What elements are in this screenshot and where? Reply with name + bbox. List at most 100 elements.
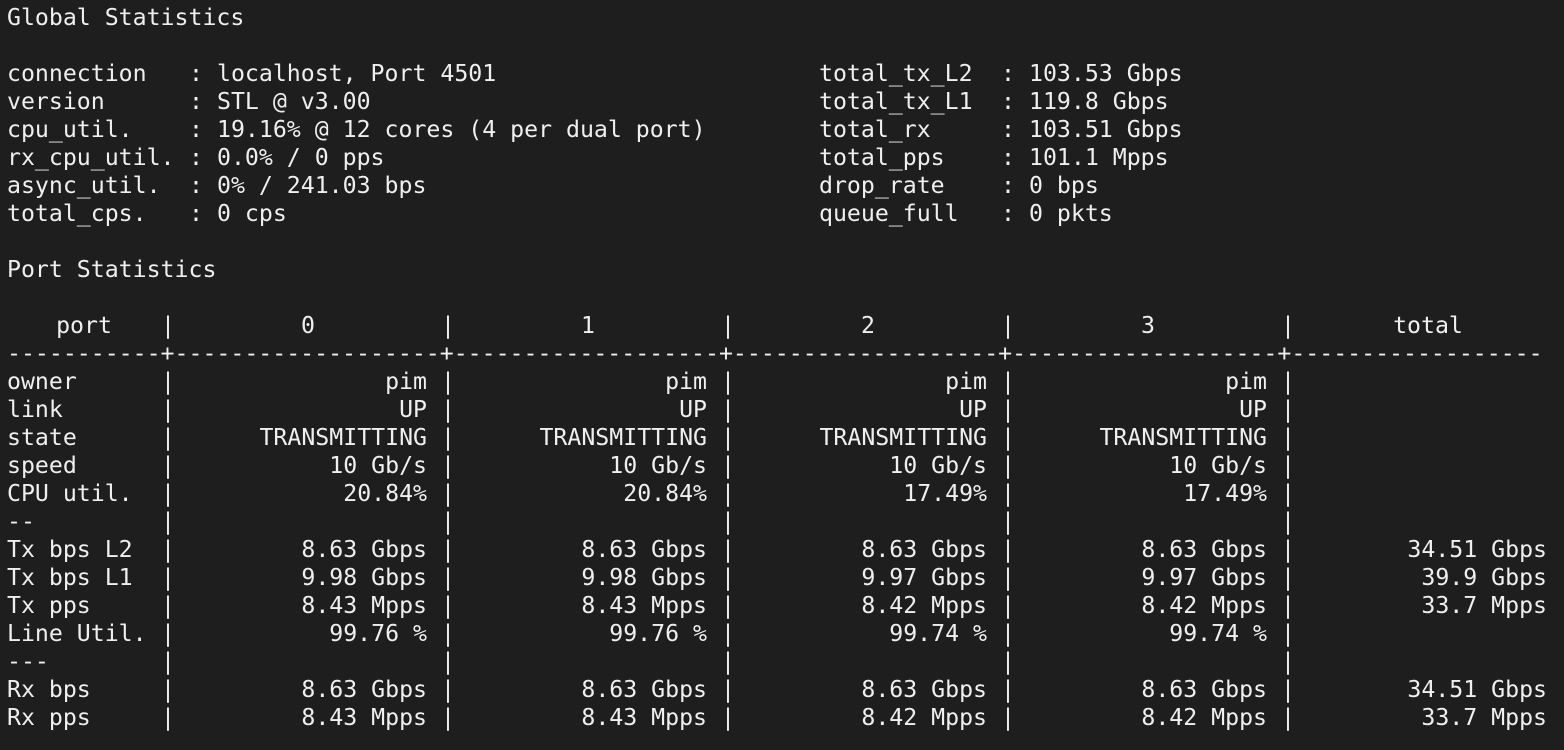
column-separator: | [721,396,735,423]
port-value: 9.97 Gbps [861,564,987,591]
port-value: 9.98 Gbps [581,564,707,591]
stat-key: drop_rate [819,172,945,199]
column-separator: | [441,536,455,563]
column-separator: | [441,676,455,703]
port-value: 8.63 Gbps [581,676,707,703]
column-separator: | [1281,704,1295,731]
total-value [1295,620,1547,648]
port-value: pim [385,368,427,395]
row-label: speed [7,452,77,479]
column-separator: | [441,424,455,451]
total-value: 34.51 Gbps [1407,676,1547,703]
port-value [175,508,427,536]
column-separator: | [1281,424,1295,451]
stat-colon: : [189,88,203,115]
row-label: CPU util. [7,480,133,507]
column-separator: | [1281,620,1295,647]
column-separator: | [1001,620,1015,647]
column-header: 2 [861,312,875,339]
column-header: port [56,312,112,339]
port-value: 8.42 Mpps [1141,704,1267,731]
stat-colon: : [1001,88,1015,115]
total-value: 34.51 Gbps [1407,536,1547,563]
total-value [1295,368,1547,396]
port-value: 17.49% [903,480,987,507]
column-separator: | [721,704,735,731]
column-separator: | [441,620,455,647]
column-separator: | [721,480,735,507]
stat-colon: : [189,116,203,143]
column-separator: | [721,424,735,451]
port-value: 8.42 Mpps [861,704,987,731]
port-value: 8.43 Mpps [301,704,427,731]
column-separator: | [721,508,735,535]
stat-key: cpu_util. [7,116,133,143]
column-separator: | [721,676,735,703]
column-separator: | [1001,368,1015,395]
stat-key: total_rx [819,116,931,143]
stat-key: connection [7,60,147,87]
port-value: TRANSMITTING [819,424,987,451]
port-value: 8.63 Gbps [301,536,427,563]
column-separator: | [161,480,175,507]
column-separator: | [721,368,735,395]
port-value: 99.76 % [329,620,427,647]
column-separator: | [1001,424,1015,451]
port-value: 8.63 Gbps [1141,536,1267,563]
row-label: -- [7,508,35,535]
column-separator: | [441,508,455,535]
column-separator: | [161,620,175,647]
port-value: UP [959,396,987,423]
table-divider: -----------+-------------------+--------… [7,340,1543,367]
port-value: 10 Gb/s [329,452,427,479]
stat-key: total_tx_L2 [819,60,973,87]
column-separator: | [721,592,735,619]
column-separator: | [1281,452,1295,479]
column-separator: | [721,536,735,563]
port-value: TRANSMITTING [1099,424,1267,451]
stat-colon: : [1001,172,1015,199]
column-separator: | [161,424,175,451]
column-separator: | [1281,508,1295,535]
stat-key: async_util. [7,172,161,199]
column-separator: | [1001,704,1015,731]
total-value [1295,508,1547,536]
row-label: state [7,424,77,451]
port-value: 8.63 Gbps [861,676,987,703]
port-value: 10 Gb/s [1169,452,1267,479]
column-separator: | [161,648,175,675]
row-label: Tx pps [7,592,91,619]
column-separator: | [1281,564,1295,591]
column-separator: | [441,648,455,675]
port-value [455,508,707,536]
row-label: Rx pps [7,704,91,731]
column-separator: | [1281,396,1295,423]
column-separator: | [1001,312,1015,339]
total-value: 33.7 Mpps [1421,704,1547,731]
column-header: total [1393,312,1463,339]
stat-value: 101.1 Mpps [1029,144,1169,171]
port-value: TRANSMITTING [539,424,707,451]
column-separator: | [1001,648,1015,675]
stat-key: total_cps. [7,200,147,227]
port-value: 10 Gb/s [889,452,987,479]
row-label: Line Util. [7,620,147,647]
stat-value: 103.51 Gbps [1029,116,1183,143]
column-separator: | [161,508,175,535]
stat-key: total_pps [819,144,945,171]
column-separator: | [1281,480,1295,507]
port-statistics-title: Port Statistics [7,256,217,283]
column-separator: | [1001,452,1015,479]
row-label: link [7,396,63,423]
port-value: 8.43 Mpps [581,704,707,731]
column-separator: | [161,312,175,339]
stat-key: total_tx_L1 [819,88,973,115]
column-separator: | [441,564,455,591]
column-separator: | [441,592,455,619]
port-value: pim [1225,368,1267,395]
column-separator: | [1001,536,1015,563]
column-separator: | [721,312,735,339]
column-separator: | [441,452,455,479]
stat-value: 103.53 Gbps [1029,60,1183,87]
